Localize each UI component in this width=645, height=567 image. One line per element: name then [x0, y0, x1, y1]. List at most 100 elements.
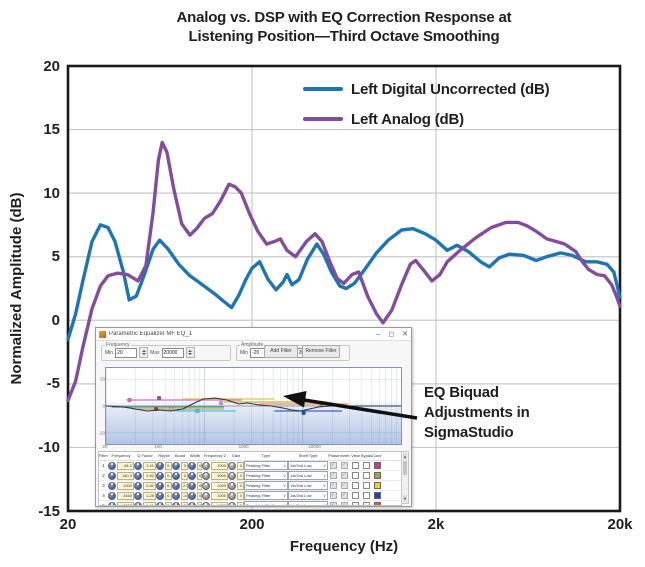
- value-field[interactable]: 3160: [117, 491, 134, 500]
- view-checkbox[interactable]: [352, 462, 359, 469]
- view-checkbox[interactable]: [363, 472, 370, 479]
- band-color-swatch[interactable]: [373, 472, 381, 479]
- value-field[interactable]: 1200: [117, 481, 134, 490]
- value-field[interactable]: 0.1: [165, 491, 172, 500]
- frequency-min-spinner[interactable]: [139, 347, 149, 358]
- knob-icon[interactable]: [172, 471, 180, 480]
- phase-checkbox[interactable]: [330, 502, 337, 505]
- frequency-max-spinner[interactable]: [185, 347, 195, 358]
- knob-icon[interactable]: [156, 501, 164, 505]
- phase-checkbox[interactable]: [330, 492, 337, 499]
- phase-checkbox[interactable]: [330, 482, 337, 489]
- shelf-type-dropdown[interactable]: 1st/2nd Low ∨: [288, 461, 328, 470]
- frequency-max-input[interactable]: 20000: [161, 347, 184, 358]
- value-field[interactable]: 0.1: [165, 471, 172, 480]
- knob-icon[interactable]: [188, 461, 196, 470]
- frequency-min-input[interactable]: 20: [115, 347, 138, 358]
- value-field[interactable]: 1000: [211, 461, 228, 470]
- view-checkbox[interactable]: [363, 462, 370, 469]
- value-field[interactable]: 0.1: [165, 461, 172, 470]
- knob-icon[interactable]: [188, 471, 196, 480]
- value-field[interactable]: 0.1: [165, 481, 172, 490]
- shelf-type-dropdown[interactable]: 1st/2nd Low ∨: [288, 491, 328, 500]
- value-field[interactable]: 2.82: [143, 481, 156, 490]
- minimize-button[interactable]: –: [376, 330, 381, 338]
- knob-icon[interactable]: [156, 491, 164, 500]
- value-field[interactable]: 1.41: [143, 501, 156, 505]
- window-titlebar[interactable]: Parametric Equalizer MF EQ_1 – ◻ ✕: [96, 328, 411, 341]
- knob-icon[interactable]: [202, 491, 210, 500]
- value-field[interactable]: 0: [237, 491, 244, 500]
- phase-checkbox[interactable]: [341, 472, 348, 479]
- view-checkbox[interactable]: [352, 502, 359, 505]
- knob-icon[interactable]: [108, 471, 116, 480]
- filter-type-dropdown[interactable]: Peaking Filter ∨: [244, 491, 288, 500]
- value-field[interactable]: 2.82: [143, 471, 156, 480]
- knob-icon[interactable]: [172, 461, 180, 470]
- phase-checkbox[interactable]: [341, 482, 348, 489]
- band-color-swatch[interactable]: [373, 492, 381, 499]
- view-checkbox[interactable]: [352, 492, 359, 499]
- remove-filter-button[interactable]: Remove Filter: [302, 345, 340, 358]
- knob-icon[interactable]: [228, 481, 236, 490]
- view-checkbox[interactable]: [352, 472, 359, 479]
- knob-icon[interactable]: [134, 471, 142, 480]
- knob-icon[interactable]: [108, 461, 116, 470]
- value-field[interactable]: 0: [237, 461, 244, 470]
- view-checkbox[interactable]: [363, 482, 370, 489]
- scroll-down-icon[interactable]: ▼: [403, 495, 407, 502]
- shelf-type-dropdown[interactable]: 1st/2nd Low ∨: [288, 471, 328, 480]
- value-field[interactable]: 84.2: [117, 461, 134, 470]
- knob-icon[interactable]: [156, 461, 164, 470]
- band-color-swatch[interactable]: [373, 482, 381, 489]
- knob-icon[interactable]: [228, 471, 236, 480]
- maximize-button[interactable]: ◻: [388, 330, 395, 338]
- phase-checkbox[interactable]: [330, 472, 337, 479]
- value-field[interactable]: 1000: [211, 471, 228, 480]
- value-field[interactable]: 1000: [211, 501, 228, 505]
- scroll-up-icon[interactable]: ▲: [403, 453, 407, 460]
- phase-checkbox[interactable]: [341, 462, 348, 469]
- value-field[interactable]: 1.41: [143, 461, 156, 470]
- knob-icon[interactable]: [134, 501, 142, 505]
- knob-icon[interactable]: [188, 501, 196, 505]
- knob-icon[interactable]: [134, 481, 142, 490]
- add-filter-button[interactable]: Add Filter: [264, 345, 298, 358]
- value-field[interactable]: 1000: [211, 481, 228, 490]
- value-field[interactable]: 1.25: [143, 491, 156, 500]
- knob-icon[interactable]: [202, 481, 210, 490]
- value-field[interactable]: 0: [181, 471, 188, 480]
- close-button[interactable]: ✕: [402, 330, 408, 338]
- view-checkbox[interactable]: [363, 502, 370, 505]
- phase-checkbox[interactable]: [341, 502, 348, 505]
- knob-icon[interactable]: [172, 491, 180, 500]
- knob-icon[interactable]: [108, 501, 116, 505]
- knob-icon[interactable]: [156, 481, 164, 490]
- knob-icon[interactable]: [202, 471, 210, 480]
- shelf-type-dropdown[interactable]: 1st/2nd Low ∨: [288, 481, 328, 490]
- phase-checkbox[interactable]: [341, 492, 348, 499]
- shelf-type-dropdown[interactable]: 1st/2nd Low ∨: [288, 501, 328, 505]
- filter-type-dropdown[interactable]: Peaking Filter ∨: [244, 461, 288, 470]
- knob-icon[interactable]: [228, 461, 236, 470]
- knob-icon[interactable]: [228, 501, 236, 505]
- view-checkbox[interactable]: [363, 492, 370, 499]
- knob-icon[interactable]: [202, 461, 210, 470]
- value-field[interactable]: 0: [237, 501, 244, 505]
- filter-type-dropdown[interactable]: Tone High Shelf ∨: [244, 501, 288, 505]
- value-field[interactable]: 1000: [211, 491, 228, 500]
- value-field[interactable]: 0: [197, 481, 202, 490]
- knob-icon[interactable]: [108, 491, 116, 500]
- knob-icon[interactable]: [228, 491, 236, 500]
- knob-icon[interactable]: [172, 501, 180, 505]
- value-field[interactable]: 0: [197, 491, 202, 500]
- knob-icon[interactable]: [188, 491, 196, 500]
- value-field[interactable]: -4.5: [181, 491, 188, 500]
- value-field[interactable]: 2: [181, 501, 188, 505]
- filter-type-dropdown[interactable]: Peaking Filter ∨: [244, 471, 288, 480]
- value-field[interactable]: 0: [197, 501, 202, 505]
- value-field[interactable]: 0: [197, 461, 202, 470]
- view-checkbox[interactable]: [352, 482, 359, 489]
- table-scrollbar[interactable]: ▲ ▼: [401, 451, 409, 504]
- value-field[interactable]: 0: [237, 481, 244, 490]
